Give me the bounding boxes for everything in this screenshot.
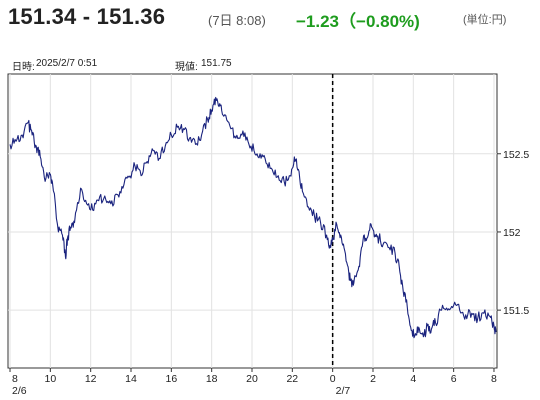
x-date-label: 2/7 (336, 385, 351, 397)
x-tick-label: 22 (286, 373, 298, 385)
x-tick-label: 12 (85, 373, 97, 385)
x-tick-label: 2 (370, 373, 376, 385)
price-series-line (9, 96, 497, 339)
bid-ask-price: 151.34 - 151.36 (8, 4, 166, 29)
grid-lines (8, 74, 497, 368)
y-tick-label: 152.5 (503, 149, 529, 161)
x-tick-label: 10 (45, 373, 57, 385)
x-tick-label: 0 (330, 373, 336, 385)
x-tick-label: 8 (491, 373, 497, 385)
y-tick-label: 152 (503, 227, 521, 239)
current-value: 151.75 (201, 58, 232, 69)
x-tick-label: 18 (206, 373, 218, 385)
x-tick-label: 16 (165, 373, 177, 385)
x-date-label: 2/6 (12, 385, 27, 397)
current-value-label: 現値: (175, 62, 198, 73)
datetime-label: 日時: (12, 62, 35, 73)
x-tick-label: 8 (12, 373, 18, 385)
plot-frame (7, 73, 498, 369)
x-tick-label: 14 (125, 373, 137, 385)
y-tick-label: 151.5 (503, 305, 529, 317)
datetime-value: 2025/2/7 0:51 (36, 58, 98, 69)
x-tick-label: 20 (246, 373, 258, 385)
x-tick-label: 4 (410, 373, 416, 385)
unit-label: (単位:円) (463, 14, 507, 26)
quote-time: (7日 8:08) (208, 13, 266, 28)
quote-header: 151.34 - 151.36 (7日 8:08) −1.23（−0.80%) … (8, 4, 538, 32)
x-tick-label: 6 (451, 373, 457, 385)
price-change: −1.23（−0.80%) (296, 12, 420, 31)
